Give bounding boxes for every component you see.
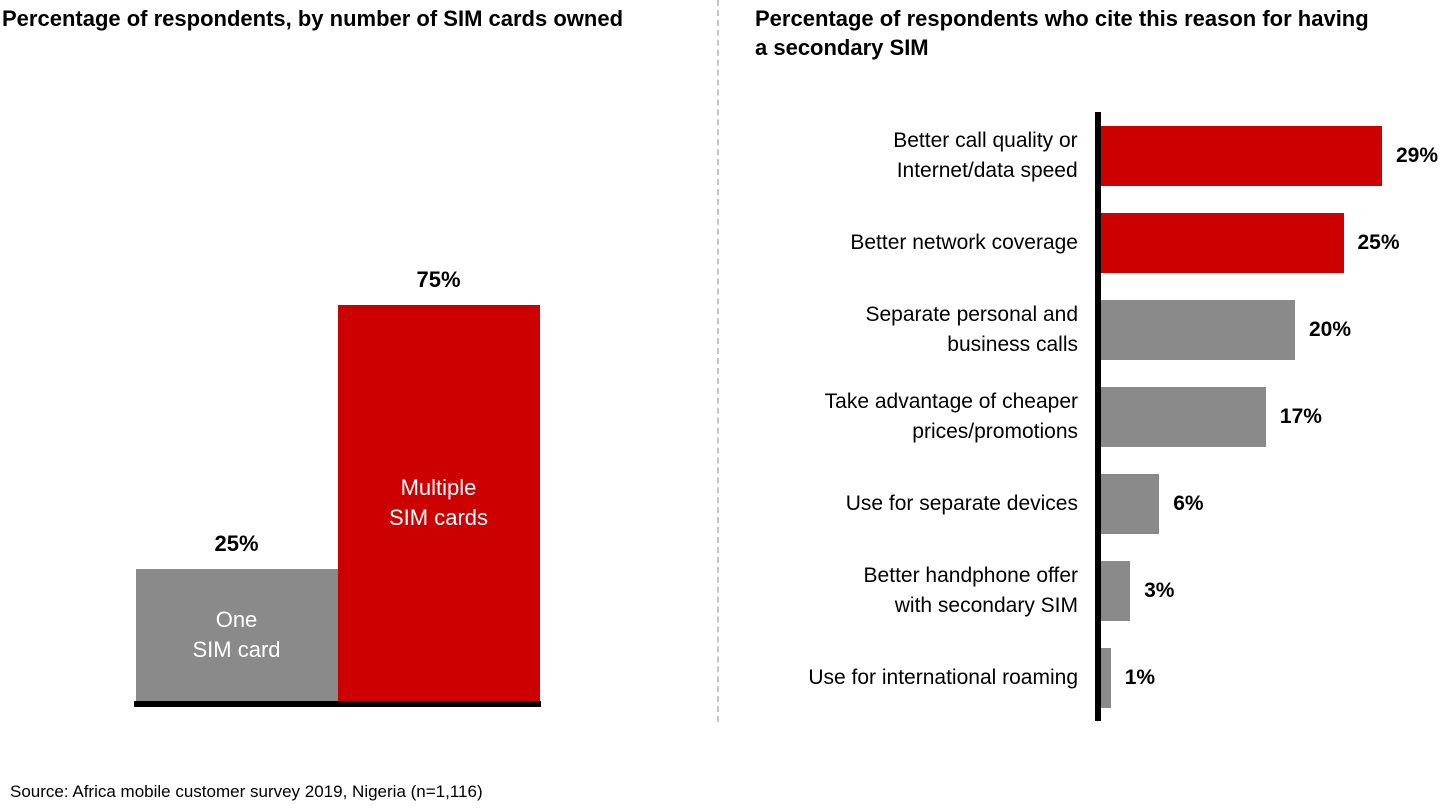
horizontal-bar-row: Use for separate devices 6%	[752, 460, 1438, 547]
horizontal-bar	[1100, 125, 1382, 186]
bar-category-label: Better network coverage	[850, 230, 1078, 254]
bar-category-label: Multiple SIM cards	[388, 475, 489, 530]
horizontal-bar-row: Better handphone offer with secondary SI…	[752, 547, 1438, 634]
bar-value-label: 17%	[1279, 404, 1322, 428]
bar-category-label: Use for separate devices	[845, 491, 1078, 515]
bar-axis-area: 6%	[1095, 460, 1438, 547]
left-chart-title: Percentage of respondents, by number of …	[2, 6, 624, 31]
bar-value-label: 29%	[1395, 143, 1438, 167]
horizontal-bar-row: Better call quality or Internet/data spe…	[752, 112, 1438, 199]
horizontal-bar	[1101, 299, 1295, 360]
bar-axis-area: 17%	[1095, 373, 1438, 460]
bar-value-label: 1%	[1124, 665, 1156, 689]
vertical-bar-group: 25% One SIM card	[135, 531, 338, 701]
horizontal-bar-row: Use for international roaming 1%	[752, 634, 1438, 721]
vertical-bar-group: 75% Multiple SIM cards	[337, 267, 540, 701]
horizontal-bar	[1101, 386, 1266, 447]
left-chart-plot-area: 25% One SIM card 75% Multiple SIM cards	[134, 250, 541, 707]
bar-axis-area: 20%	[1095, 286, 1438, 373]
bar-category-label: Use for international roaming	[808, 665, 1078, 689]
horizontal-bar	[1101, 560, 1131, 621]
horizontal-bar-row: Better network coverage 25%	[752, 199, 1438, 286]
right-chart-title: Percentage of respondents who cite this …	[755, 6, 1369, 60]
bar-value-label: 6%	[1173, 491, 1204, 515]
bar-value-label: 3%	[1144, 578, 1175, 602]
bar-category-label: Take advantage of cheaper prices/promoti…	[824, 390, 1078, 443]
vertical-dashed-divider	[717, 0, 719, 722]
bar-axis-area: 25%	[1095, 199, 1438, 286]
bar-axis-area: 1%	[1095, 634, 1438, 721]
horizontal-bar	[1101, 647, 1111, 708]
bar-value-label: 25%	[1357, 230, 1400, 254]
bar-category-label: Better call quality or Internet/data spe…	[893, 129, 1078, 182]
source-note: Source: Africa mobile customer survey 20…	[10, 782, 483, 801]
bar-category-label: Better handphone offer with secondary SI…	[863, 564, 1078, 617]
horizontal-bar-row: Take advantage of cheaper prices/promoti…	[752, 373, 1438, 460]
bar-axis-area: 29%	[1094, 112, 1438, 199]
bar-category-label: Separate personal and business calls	[865, 303, 1079, 356]
horizontal-bar	[1101, 212, 1344, 273]
bar-value-label: 20%	[1309, 317, 1352, 341]
vertical-bar: One SIM card	[135, 569, 338, 701]
right-chart-plot-area: Better call quality or Internet/data spe…	[752, 112, 1438, 721]
horizontal-bar-row: Separate personal and business calls 20%	[752, 286, 1438, 373]
horizontal-bar	[1101, 473, 1160, 534]
vertical-bar: Multiple SIM cards	[337, 305, 540, 701]
bar-axis-area: 3%	[1095, 547, 1438, 634]
bar-value-label: 75%	[416, 267, 461, 292]
bar-category-label: One SIM card	[192, 607, 281, 662]
bar-value-label: 25%	[214, 531, 259, 556]
